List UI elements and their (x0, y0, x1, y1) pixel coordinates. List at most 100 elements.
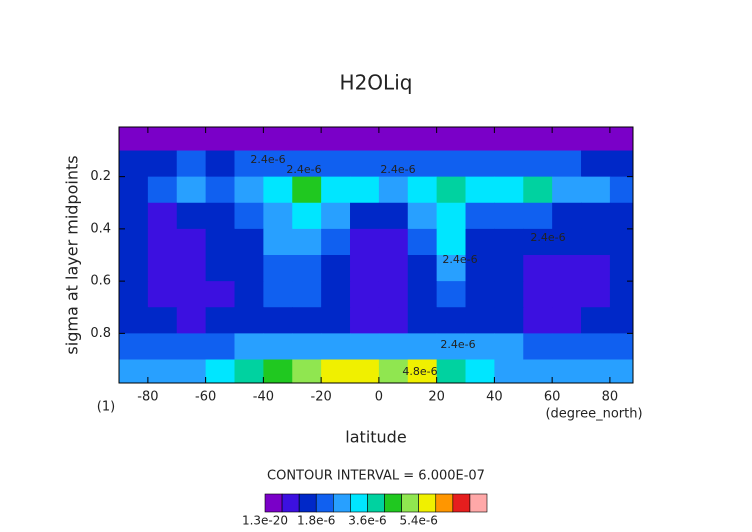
contour-cell (147, 307, 178, 334)
contour-cell (176, 127, 207, 152)
contour-label: 2.4e-6 (380, 163, 415, 176)
contour-cell (609, 255, 633, 282)
contour-cell (321, 127, 351, 152)
contour-cell (119, 255, 149, 282)
contour-cell (436, 202, 467, 230)
contour-cell (205, 127, 236, 152)
contour-cell (494, 333, 524, 360)
y-tick-label: 0.6 (90, 274, 111, 289)
contour-cell (609, 228, 633, 256)
contour-cell (494, 359, 524, 383)
contour-cell (609, 333, 633, 360)
contour-cell (147, 359, 178, 383)
contour-cell (523, 255, 553, 282)
contour-cell (378, 150, 409, 178)
contour-cell (350, 359, 380, 383)
contour-cell (378, 127, 409, 152)
contour-cell (609, 307, 633, 334)
contour-cell (205, 281, 236, 308)
x-tick-label: 0 (375, 390, 383, 405)
contour-cell (176, 202, 207, 230)
contour-cell (494, 307, 524, 334)
contour-cell (292, 307, 322, 334)
contour-cell (378, 176, 409, 204)
contour-cell (263, 176, 293, 204)
colorbar-box (315, 493, 334, 513)
colorbar-box (401, 493, 419, 513)
contour-cell (119, 202, 149, 230)
x-tick-label: 40 (486, 390, 503, 405)
contour-cell (378, 359, 409, 383)
colorbar-label: 1.8e-6 (297, 514, 335, 528)
colorbar-label: 3.6e-6 (348, 514, 386, 528)
contour-cell (263, 281, 293, 308)
x-units: (degree_north) (545, 407, 642, 422)
contour-cell (292, 333, 322, 360)
contour-label: 2.4e-6 (530, 231, 565, 244)
contour-cell (581, 359, 611, 383)
contour-cell (234, 307, 264, 334)
contour-cell (147, 176, 178, 204)
contour-cell (263, 202, 293, 230)
contour-cell (523, 228, 553, 256)
contour-cell (321, 228, 351, 256)
contour-label: 2.4e-6 (440, 338, 475, 351)
contour-cell (176, 333, 207, 360)
contour-cell (465, 202, 495, 230)
contour-label: 2.4e-6 (286, 163, 321, 176)
contour-cell (465, 333, 495, 360)
contour-cell (581, 333, 611, 360)
contour-cell (263, 127, 293, 152)
colorbar-box (469, 493, 488, 513)
contour-cell (465, 127, 495, 152)
contour-cell (609, 202, 633, 230)
contour-cell (609, 127, 633, 152)
contour-cell (378, 333, 409, 360)
contour-cell (378, 202, 409, 230)
contour-field (119, 127, 633, 383)
y-tick-label: 0.4 (90, 221, 111, 236)
contour-cell (176, 228, 207, 256)
contour-cell (552, 127, 582, 152)
contour-cell (321, 255, 351, 282)
x-tick-label: 60 (544, 390, 561, 405)
contour-cell (552, 255, 582, 282)
contour-cell (263, 359, 293, 383)
colorbar-box (298, 493, 317, 513)
contour-cell (205, 307, 236, 334)
contour-cell (407, 228, 438, 256)
contour-cell (263, 255, 293, 282)
x-tick-label: 80 (602, 390, 619, 405)
contour-cell (407, 150, 438, 178)
contour-cell (176, 281, 207, 308)
contour-cell (234, 281, 264, 308)
contour-cell (119, 228, 149, 256)
contour-label: 4.8e-6 (402, 365, 437, 378)
contour-cell (176, 307, 207, 334)
contour-cell (407, 176, 438, 204)
x-tick-label: -20 (311, 390, 332, 405)
contour-cell (263, 228, 293, 256)
contour-cell (292, 255, 322, 282)
contour-cell (523, 127, 553, 152)
contour-cell (436, 281, 467, 308)
contour-cell (581, 307, 611, 334)
contour-cell (581, 228, 611, 256)
colorbar-box (435, 493, 454, 513)
contour-cell (321, 333, 351, 360)
contour-cell (494, 127, 524, 152)
contour-cell (436, 255, 467, 282)
contour-cell (494, 176, 524, 204)
contour-cell (581, 202, 611, 230)
y-units: (1) (97, 400, 115, 415)
contour-cell (350, 150, 380, 178)
contour-cell (436, 333, 467, 360)
contour-cell (552, 307, 582, 334)
contour-cell (465, 359, 495, 383)
x-tick-label: -80 (137, 390, 158, 405)
contour-cell (407, 281, 438, 308)
y-tick-label: 0.2 (90, 169, 111, 184)
contour-cell (147, 202, 178, 230)
contour-cell (407, 202, 438, 230)
